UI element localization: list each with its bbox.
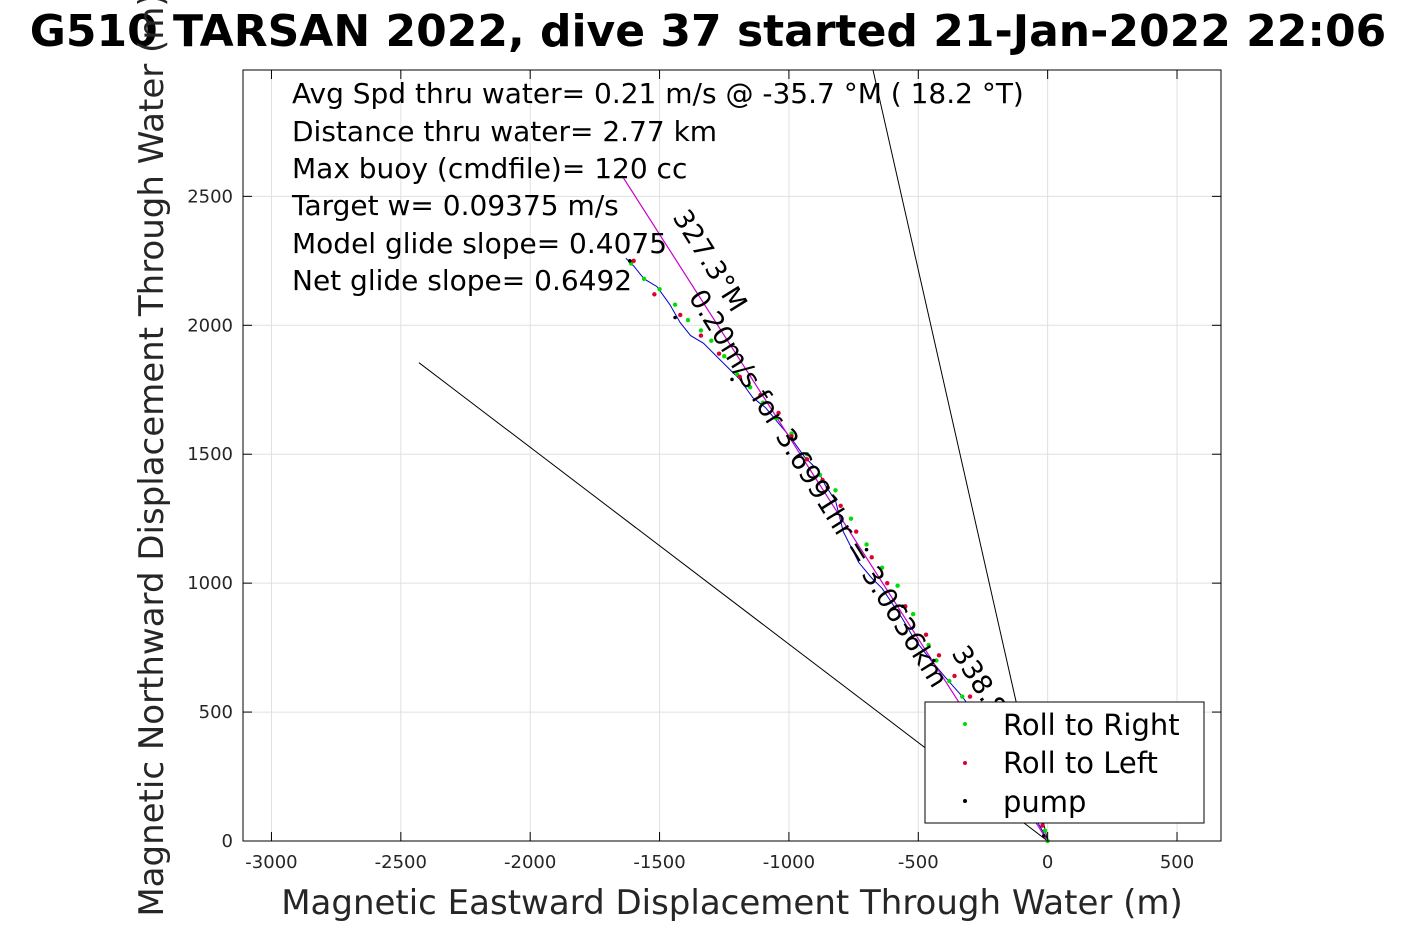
info-avg-speed: Avg Spd thru water= 0.21 m/s @ -35.7 °M … xyxy=(292,77,1024,110)
roll-right-point-1 xyxy=(641,276,647,282)
legend-marker-roll-left xyxy=(963,761,967,765)
roll-right-point-9 xyxy=(747,384,753,390)
roll-left-point-19 xyxy=(952,673,957,679)
y-tick-label-2: 1000 xyxy=(187,573,233,594)
roll-right-point-15 xyxy=(833,488,838,493)
roll-left-point-9 xyxy=(804,457,810,462)
roll-right-point-22 xyxy=(934,658,939,663)
roll-right-point-13 xyxy=(804,452,810,457)
pump-point-0 xyxy=(628,259,632,263)
roll-left-point-17 xyxy=(923,632,929,637)
roll-right-point-5 xyxy=(698,328,704,333)
pump-point-2 xyxy=(730,377,734,382)
legend-box xyxy=(924,701,1205,824)
roll-right-point-10 xyxy=(760,400,766,405)
x-tick-label-4: -1000 xyxy=(763,852,815,873)
info-text-block: Avg Spd thru water= 0.21 m/s @ -35.7 °M … xyxy=(291,77,1024,297)
roll-right-point-19 xyxy=(895,583,900,588)
y-axis-label: Magnetic Northward Displacement Through … xyxy=(132,0,172,917)
roll-right-point-20 xyxy=(910,611,916,617)
roll-left-point-6 xyxy=(758,392,763,398)
info-model-glide-slope: Model glide slope= 0.4075 xyxy=(292,227,667,260)
y-tick-label-0: 0 xyxy=(222,831,233,852)
roll-right-point-6 xyxy=(709,338,714,343)
x-tick-label-5: -500 xyxy=(898,852,939,873)
roll-right-point-14 xyxy=(817,472,823,478)
roll-right-point-17 xyxy=(864,542,869,547)
roll-right-point-4 xyxy=(685,317,691,323)
x-tick-label-3: -1500 xyxy=(633,852,685,873)
y-tick-label-5: 2500 xyxy=(187,186,233,207)
roll-left-point-7 xyxy=(776,410,781,416)
roll-left-point-16 xyxy=(903,604,908,609)
legend-marker-pump xyxy=(963,799,967,803)
plot-frame xyxy=(242,69,1222,842)
info-distance: Distance thru water= 2.77 km xyxy=(292,115,717,148)
roll-left-point-12 xyxy=(838,503,843,508)
roll-right-point-16 xyxy=(848,516,854,521)
legend-label-roll-left: Roll to Left xyxy=(1003,746,1158,780)
roll-right-point-31 xyxy=(1042,828,1048,833)
pump-point-7 xyxy=(932,658,936,663)
roll-left-point-8 xyxy=(789,433,794,439)
roll-left-point-20 xyxy=(967,694,973,699)
chart-title: G510 TARSAN 2022, dive 37 started 21-Jan… xyxy=(30,6,1386,57)
x-tick-label-2: -2000 xyxy=(504,852,556,873)
roll-right-point-7 xyxy=(722,354,727,359)
x-tick-label-0: -3000 xyxy=(245,852,297,873)
y-tick-label-3: 1500 xyxy=(187,444,233,465)
legend: Roll to Right Roll to Left pump xyxy=(924,701,1205,824)
roll-left-point-0 xyxy=(631,258,636,264)
roll-left-point-15 xyxy=(885,580,890,586)
roll-right-point-18 xyxy=(879,565,885,570)
pump-point-11 xyxy=(1041,834,1046,838)
info-net-glide-slope: Net glide slope= 0.6492 xyxy=(292,264,632,297)
roll-right-point-11 xyxy=(773,415,779,421)
roll-left-point-14 xyxy=(869,555,874,560)
pump-point-4 xyxy=(825,485,830,490)
roll-right-point-21 xyxy=(926,642,931,648)
pump-point-3 xyxy=(789,436,794,441)
x-tick-label-6: 0 xyxy=(1042,852,1053,873)
roll-left-point-10 xyxy=(820,477,825,483)
info-target-w: Target w= 0.09375 m/s xyxy=(291,189,619,222)
roll-left-point-26 xyxy=(1040,823,1045,828)
roll-right-point-2 xyxy=(657,286,662,292)
roll-left-point-13 xyxy=(853,529,859,534)
roll-right-point-23 xyxy=(947,678,952,684)
roll-left-point-5 xyxy=(737,374,742,380)
pump-point-5 xyxy=(864,547,869,552)
legend-marker-roll-right xyxy=(963,722,967,726)
roll-right-point-24 xyxy=(960,694,965,699)
x-tick-label-1: -2500 xyxy=(375,852,427,873)
x-axis-label: Magnetic Eastward Displacement Through W… xyxy=(281,883,1183,923)
roll-right-point-3 xyxy=(672,302,678,307)
roll-left-point-1 xyxy=(652,292,657,297)
roll-left-point-18 xyxy=(936,653,942,658)
y-tick-label-4: 2000 xyxy=(187,315,233,336)
roll-left-point-3 xyxy=(698,333,704,338)
pump-point-1 xyxy=(673,315,677,320)
legend-label-pump: pump xyxy=(1003,785,1086,819)
pump-point-6 xyxy=(900,604,905,609)
legend-label-roll-right: Roll to Right xyxy=(1003,708,1180,742)
x-tick-label-7: 500 xyxy=(1160,852,1194,873)
y-tick-label-1: 500 xyxy=(199,702,233,723)
roll-left-point-2 xyxy=(678,312,683,318)
axis-ticks: -3000 -2500 -2000 -1500 -1000 -500 0 500 0 500 100… xyxy=(187,70,1221,873)
roll-left-point-4 xyxy=(716,351,722,356)
info-max-buoy: Max buoy (cmdfile)= 120 cc xyxy=(292,152,687,185)
